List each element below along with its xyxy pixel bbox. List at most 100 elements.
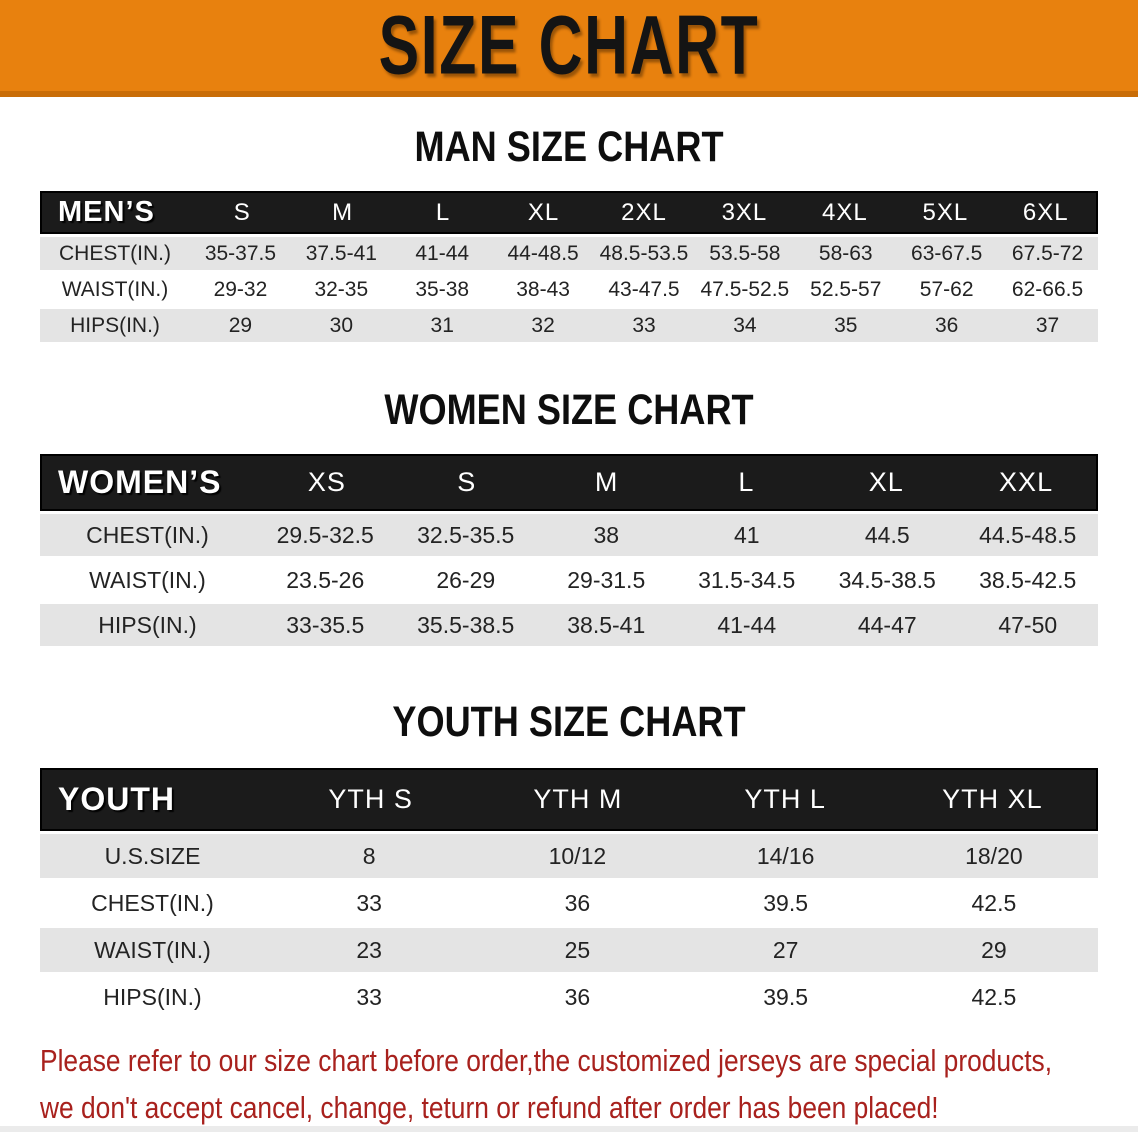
row-label: WAIST(IN.) [89, 566, 206, 593]
youth-table-header-label: YOUTH [58, 781, 175, 817]
women-table-row: CHEST(IN.) 29.5-32.5 32.5-35.5 38 41 44.5 44.5… [40, 514, 1098, 556]
men-table-body: CHEST(IN.) 35-37.5 37.5-41 41-44 44-48.5 48.5… [40, 234, 1098, 342]
table-cell: 23.5-26 [286, 566, 365, 593]
youth-column-header: YTH S [328, 784, 413, 814]
men-section-title: MAN SIZE CHART [414, 123, 724, 171]
table-cell: 38.5-42.5 [979, 566, 1077, 593]
bottom-edge-strip [0, 1126, 1138, 1132]
table-cell: 29 [228, 313, 253, 337]
youth-table-header: YOUTH YTH S YTH M YTH L YTH XL [40, 768, 1098, 831]
table-cell: 47.5-52.5 [700, 277, 790, 301]
row-label: WAIST(IN.) [94, 936, 211, 963]
table-cell: 41 [733, 521, 760, 548]
table-cell: 33-35.5 [286, 611, 365, 638]
row-label: HIPS(IN.) [103, 983, 202, 1010]
table-cell: 44-47 [857, 611, 917, 638]
table-cell: 38.5-41 [567, 611, 646, 638]
table-cell: 29.5-32.5 [276, 521, 374, 548]
row-label: CHEST(IN.) [86, 521, 209, 548]
men-column-header: 2XL [621, 198, 667, 226]
women-column-header: XS [307, 467, 346, 497]
men-size-chart-section: MAN SIZE CHART MEN’S S M L XL 2XL 3XL 4XL 5XL 6X… [0, 123, 1138, 342]
youth-column-header: YTH M [533, 784, 623, 814]
table-cell: 33 [356, 983, 382, 1010]
table-cell: 37.5-41 [305, 241, 377, 265]
table-cell: 26-29 [436, 566, 496, 593]
row-label: CHEST(IN.) [91, 889, 214, 916]
table-cell: 44-48.5 [507, 241, 579, 265]
footer-note-line-2: we don't accept cancel, change, teturn o… [40, 1090, 939, 1125]
table-cell: 29-31.5 [567, 566, 646, 593]
table-cell: 14/16 [756, 842, 815, 869]
row-label: HIPS(IN.) [70, 313, 160, 337]
women-column-header: M [594, 467, 619, 497]
table-cell: 35-37.5 [204, 241, 277, 265]
men-column-header: XL [527, 198, 560, 226]
men-column-header: S [233, 198, 251, 226]
women-table-header: WOMEN’S XS S M L XL XXL [40, 454, 1098, 511]
table-cell: 33 [632, 313, 656, 337]
table-cell: 43-47.5 [608, 277, 680, 301]
table-cell: 48.5-53.5 [599, 241, 689, 265]
table-cell: 44.5 [864, 521, 910, 548]
youth-table-row: U.S.SIZE 8 10/12 14/16 18/20 [40, 834, 1098, 878]
table-cell: 32-35 [314, 277, 369, 301]
table-cell: 35.5-38.5 [417, 611, 515, 638]
table-cell: 44.5-48.5 [979, 521, 1077, 548]
men-column-header: M [332, 198, 354, 226]
men-table-row: HIPS(IN.) 29 30 31 32 33 34 35 36 37 [40, 309, 1098, 342]
row-label: HIPS(IN.) [98, 611, 197, 638]
youth-table-row: CHEST(IN.) 33 36 39.5 42.5 [40, 881, 1098, 925]
men-table-row: CHEST(IN.) 35-37.5 37.5-41 41-44 44-48.5 48.5… [40, 237, 1098, 270]
women-column-header: L [738, 467, 755, 497]
row-label: WAIST(IN.) [61, 277, 169, 301]
table-cell: 57-62 [919, 277, 974, 301]
table-cell: 18/20 [965, 842, 1023, 869]
women-column-header: XXL [999, 467, 1054, 497]
table-cell: 39.5 [763, 983, 808, 1010]
table-cell: 36 [564, 889, 591, 916]
women-section-title: WOMEN SIZE CHART [384, 386, 754, 434]
women-table-row: WAIST(IN.) 23.5-26 26-29 29-31.5 31.5-34.5 34… [40, 559, 1098, 601]
table-cell: 31.5-34.5 [698, 566, 796, 593]
footer-note: Please refer to our size chart before or… [40, 1037, 1138, 1131]
women-table-row: HIPS(IN.) 33-35.5 35.5-38.5 38.5-41 41-44 44-… [40, 604, 1098, 646]
table-cell: 35 [834, 313, 858, 337]
table-cell: 53.5-58 [709, 241, 781, 265]
men-table-row: WAIST(IN.) 29-32 32-35 35-38 38-43 43-47.5 47.… [40, 273, 1098, 306]
men-size-table: MEN’S S M L XL 2XL 3XL 4XL 5XL 6XL CHEST(IN.) 35-… [40, 191, 1098, 342]
table-cell: 38-43 [516, 277, 570, 301]
footer-note-line-1: Please refer to our size chart before or… [40, 1043, 1053, 1078]
table-cell: 27 [772, 936, 799, 963]
banner: SIZE CHART [0, 0, 1138, 97]
table-cell: 25 [564, 936, 591, 963]
youth-section-title: YOUTH SIZE CHART [392, 698, 746, 746]
table-cell: 29-32 [213, 277, 268, 301]
table-cell: 34.5-38.5 [838, 566, 936, 593]
table-cell: 42.5 [971, 983, 1017, 1010]
table-cell: 39.5 [763, 889, 808, 916]
size-chart-sections: MAN SIZE CHART MEN’S S M L XL 2XL 3XL 4XL 5XL 6X… [0, 123, 1138, 1019]
table-cell: 41-44 [415, 241, 470, 265]
table-cell: 31 [430, 313, 454, 337]
women-size-table: WOMEN’S XS S M L XL XXL CHEST(IN.) 29.5-32.5 32… [40, 454, 1098, 646]
men-column-header: 6XL [1022, 198, 1069, 226]
youth-column-header: YTH L [744, 784, 826, 814]
youth-table-row: HIPS(IN.) 33 36 39.5 42.5 [40, 975, 1098, 1019]
row-label: CHEST(IN.) [59, 241, 171, 265]
table-cell: 35-38 [415, 277, 470, 301]
men-column-header: L [435, 198, 451, 226]
table-cell: 42.5 [971, 889, 1017, 916]
table-cell: 47-50 [998, 611, 1058, 638]
table-cell: 32 [531, 313, 555, 337]
table-cell: 36 [934, 313, 959, 337]
women-table-body: CHEST(IN.) 29.5-32.5 32.5-35.5 38 41 44.5 44.5… [40, 511, 1098, 646]
table-cell: 23 [356, 936, 382, 963]
table-cell: 29 [981, 936, 1007, 963]
youth-table-row: WAIST(IN.) 23 25 27 29 [40, 928, 1098, 972]
women-size-chart-section: WOMEN SIZE CHART WOMEN’S XS S M L XL XXL CHES… [0, 386, 1138, 646]
women-table-header-label: WOMEN’S [58, 464, 222, 500]
men-column-header: 5XL [922, 198, 969, 226]
table-cell: 58-63 [818, 241, 873, 265]
